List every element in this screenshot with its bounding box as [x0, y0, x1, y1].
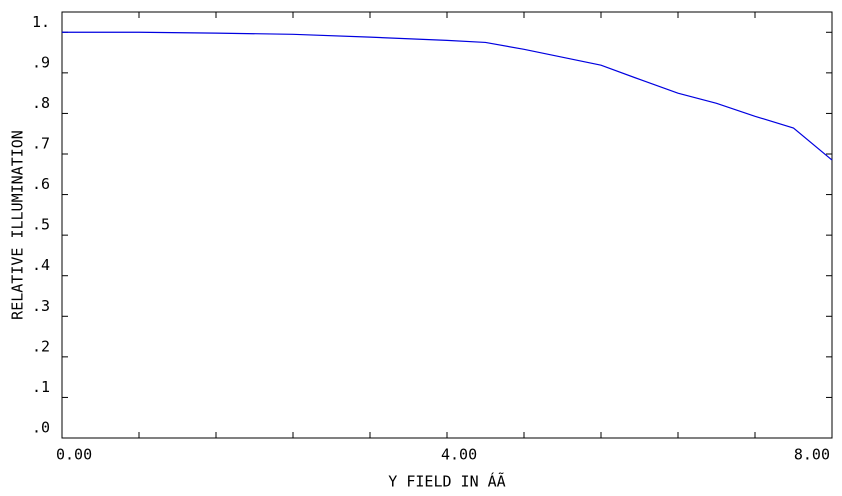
- x-tick-label: 0.00: [56, 446, 92, 464]
- data-line: [62, 31, 833, 161]
- x-tick-label: 4.00: [441, 446, 477, 464]
- plot-frame: [61, 11, 833, 439]
- y-tick-label: .5: [32, 216, 50, 234]
- y-tick-label: .1: [32, 378, 50, 396]
- y-tick-label: .3: [32, 297, 50, 315]
- y-tick-label: .6: [32, 175, 50, 193]
- y-tick-label: .2: [32, 337, 50, 355]
- y-tick-label: .0: [32, 419, 50, 437]
- y-tick-label: .7: [32, 135, 50, 153]
- x-axis-label: Y FIELD IN ÁÃ: [388, 472, 505, 491]
- y-tick-label: .9: [32, 53, 50, 71]
- y-tick-label: 1.: [32, 13, 50, 31]
- y-tick-label: .4: [32, 256, 50, 274]
- y-axis-label: RELATIVE ILLUMINATION: [9, 130, 27, 320]
- x-tick-label: 8.00: [794, 446, 830, 464]
- y-tick-label: .8: [32, 94, 50, 112]
